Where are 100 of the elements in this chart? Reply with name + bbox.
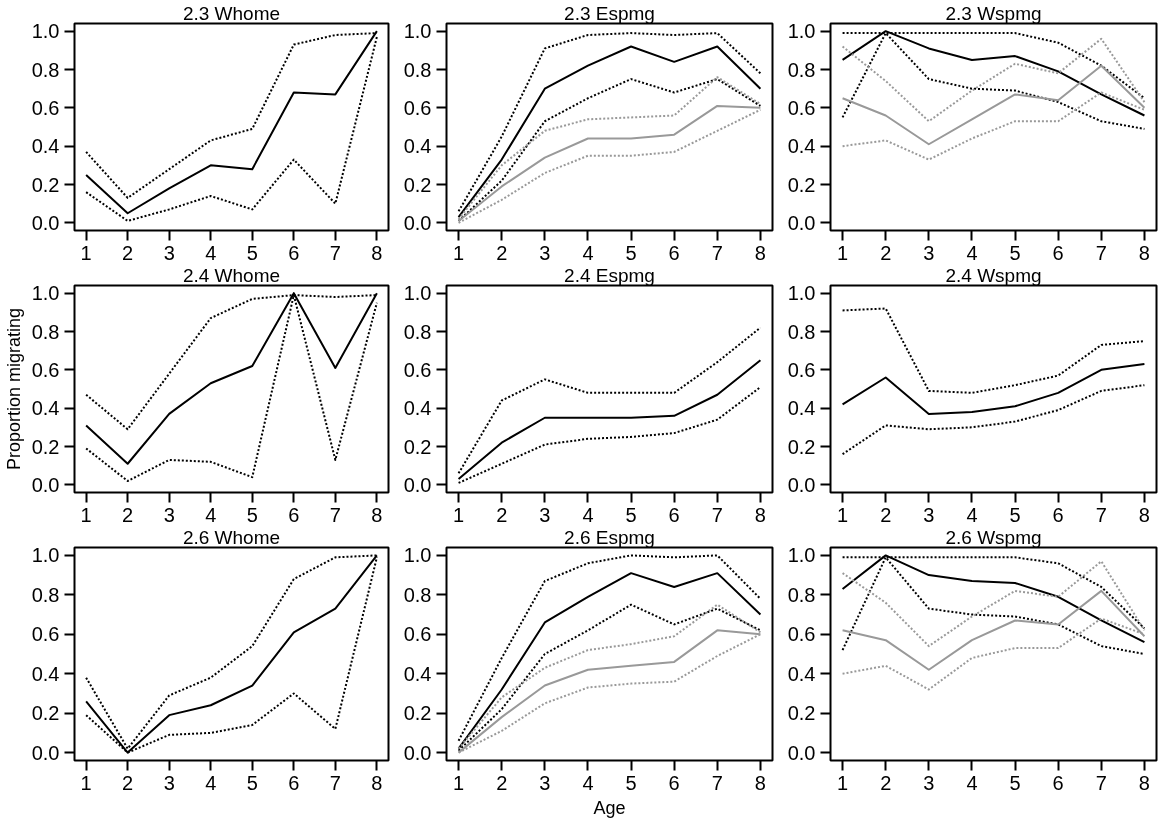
x-tick-label: 1 [837,503,849,526]
x-tick-label: 4 [205,503,217,526]
x-tick-label: 8 [371,771,383,794]
x-tick-label: 2 [122,503,134,526]
x-tick-label: 8 [1138,771,1150,794]
y-tick-label: 1.0 [31,20,60,43]
x-tick-label: 2 [880,241,892,264]
x-tick-label: 4 [205,771,217,794]
x-tick-label: 7 [329,503,341,526]
chart-title: 2.6 Wspmg [945,526,1042,548]
x-tick-label: 7 [329,771,341,794]
y-tick-label: 0.0 [787,211,816,234]
y-tick-label: 0.6 [787,358,816,381]
x-tick-label: 5 [625,241,637,264]
x-tick-label: 1 [837,241,849,264]
x-tick-label: 1 [80,241,92,264]
x-tick-label: 3 [163,241,175,264]
y-tick-label: 0.8 [403,58,432,81]
x-tick-label: 6 [668,241,680,264]
y-tick-label: 0.4 [31,662,60,685]
y-axis-title: Proportion migrating [3,307,24,471]
x-tick-label: 3 [539,771,551,794]
x-tick-label: 1 [453,241,465,264]
y-tick-label: 0.6 [787,623,816,646]
x-tick-label: 1 [453,771,465,794]
y-tick-label: 0.4 [787,662,816,685]
x-tick-label: 6 [288,241,300,264]
x-tick-label: 4 [582,771,594,794]
x-tick-label: 3 [923,503,935,526]
x-tick-label: 6 [668,503,680,526]
x-tick-label: 2 [880,503,892,526]
y-tick-label: 0.6 [403,623,432,646]
y-tick-label: 0.6 [787,96,816,119]
x-tick-label: 6 [1052,771,1064,794]
x-axis-title: Age [593,797,626,818]
y-tick-label: 0.8 [787,320,816,343]
y-tick-label: 0.4 [403,662,432,685]
y-tick-label: 0.2 [31,173,60,196]
y-tick-label: 1.0 [403,282,432,305]
x-tick-label: 4 [205,241,217,264]
x-tick-label: 6 [1052,503,1064,526]
x-tick-label: 7 [711,771,723,794]
y-tick-label: 1.0 [787,282,816,305]
y-tick-label: 0.8 [31,58,60,81]
x-tick-label: 1 [80,771,92,794]
x-tick-label: 3 [923,241,935,264]
y-tick-label: 0.0 [403,741,432,764]
y-tick-label: 0.6 [403,358,432,381]
x-tick-label: 5 [625,771,637,794]
y-tick-label: 1.0 [31,282,60,305]
y-tick-label: 1.0 [31,544,60,567]
y-tick-label: 1.0 [403,544,432,567]
x-tick-label: 4 [582,503,594,526]
x-tick-label: 2 [122,771,134,794]
y-tick-label: 1.0 [787,20,816,43]
x-tick-label: 5 [246,771,258,794]
y-tick-label: 1.0 [403,20,432,43]
y-tick-label: 0.8 [31,320,60,343]
x-tick-label: 8 [754,771,766,794]
y-tick-label: 0.4 [787,135,816,158]
y-tick-label: 0.8 [31,583,60,606]
y-tick-label: 0.4 [403,397,432,420]
chart-title: 2.6 Whome [182,526,281,548]
y-tick-label: 0.0 [31,741,60,764]
x-tick-label: 7 [711,503,723,526]
x-tick-label: 2 [496,771,508,794]
chart-title: 2.3 Espmg [564,2,655,24]
y-tick-label: 0.2 [787,173,816,196]
y-tick-label: 0.0 [787,741,816,764]
x-tick-label: 1 [837,771,849,794]
x-tick-label: 2 [880,771,892,794]
x-tick-label: 5 [246,241,258,264]
chart-title: 2.4 Whome [182,264,281,286]
y-tick-label: 0.8 [403,320,432,343]
x-tick-label: 1 [80,503,92,526]
x-tick-label: 6 [288,771,300,794]
y-tick-label: 0.4 [787,397,816,420]
y-tick-label: 0.2 [787,435,816,458]
chart-title: 2.4 Espmg [564,264,655,286]
y-tick-label: 1.0 [787,544,816,567]
chart-title: 2.3 Wspmg [945,2,1042,24]
x-tick-label: 3 [539,503,551,526]
y-tick-label: 0.8 [787,58,816,81]
x-tick-label: 7 [329,241,341,264]
chart-title: 2.6 Espmg [564,526,655,548]
x-tick-label: 7 [1095,771,1107,794]
x-tick-label: 5 [246,503,258,526]
x-tick-label: 7 [1095,241,1107,264]
y-tick-label: 0.2 [403,702,432,725]
y-tick-label: 0.2 [403,173,432,196]
y-tick-label: 0.6 [31,623,60,646]
y-tick-label: 0.0 [403,211,432,234]
chart-title: 2.3 Whome [182,2,281,24]
x-tick-label: 6 [288,503,300,526]
y-tick-label: 0.0 [31,473,60,496]
x-tick-label: 3 [539,241,551,264]
y-tick-label: 0.2 [787,702,816,725]
x-tick-label: 4 [966,771,978,794]
y-tick-label: 0.6 [31,96,60,119]
y-tick-label: 0.8 [787,583,816,606]
